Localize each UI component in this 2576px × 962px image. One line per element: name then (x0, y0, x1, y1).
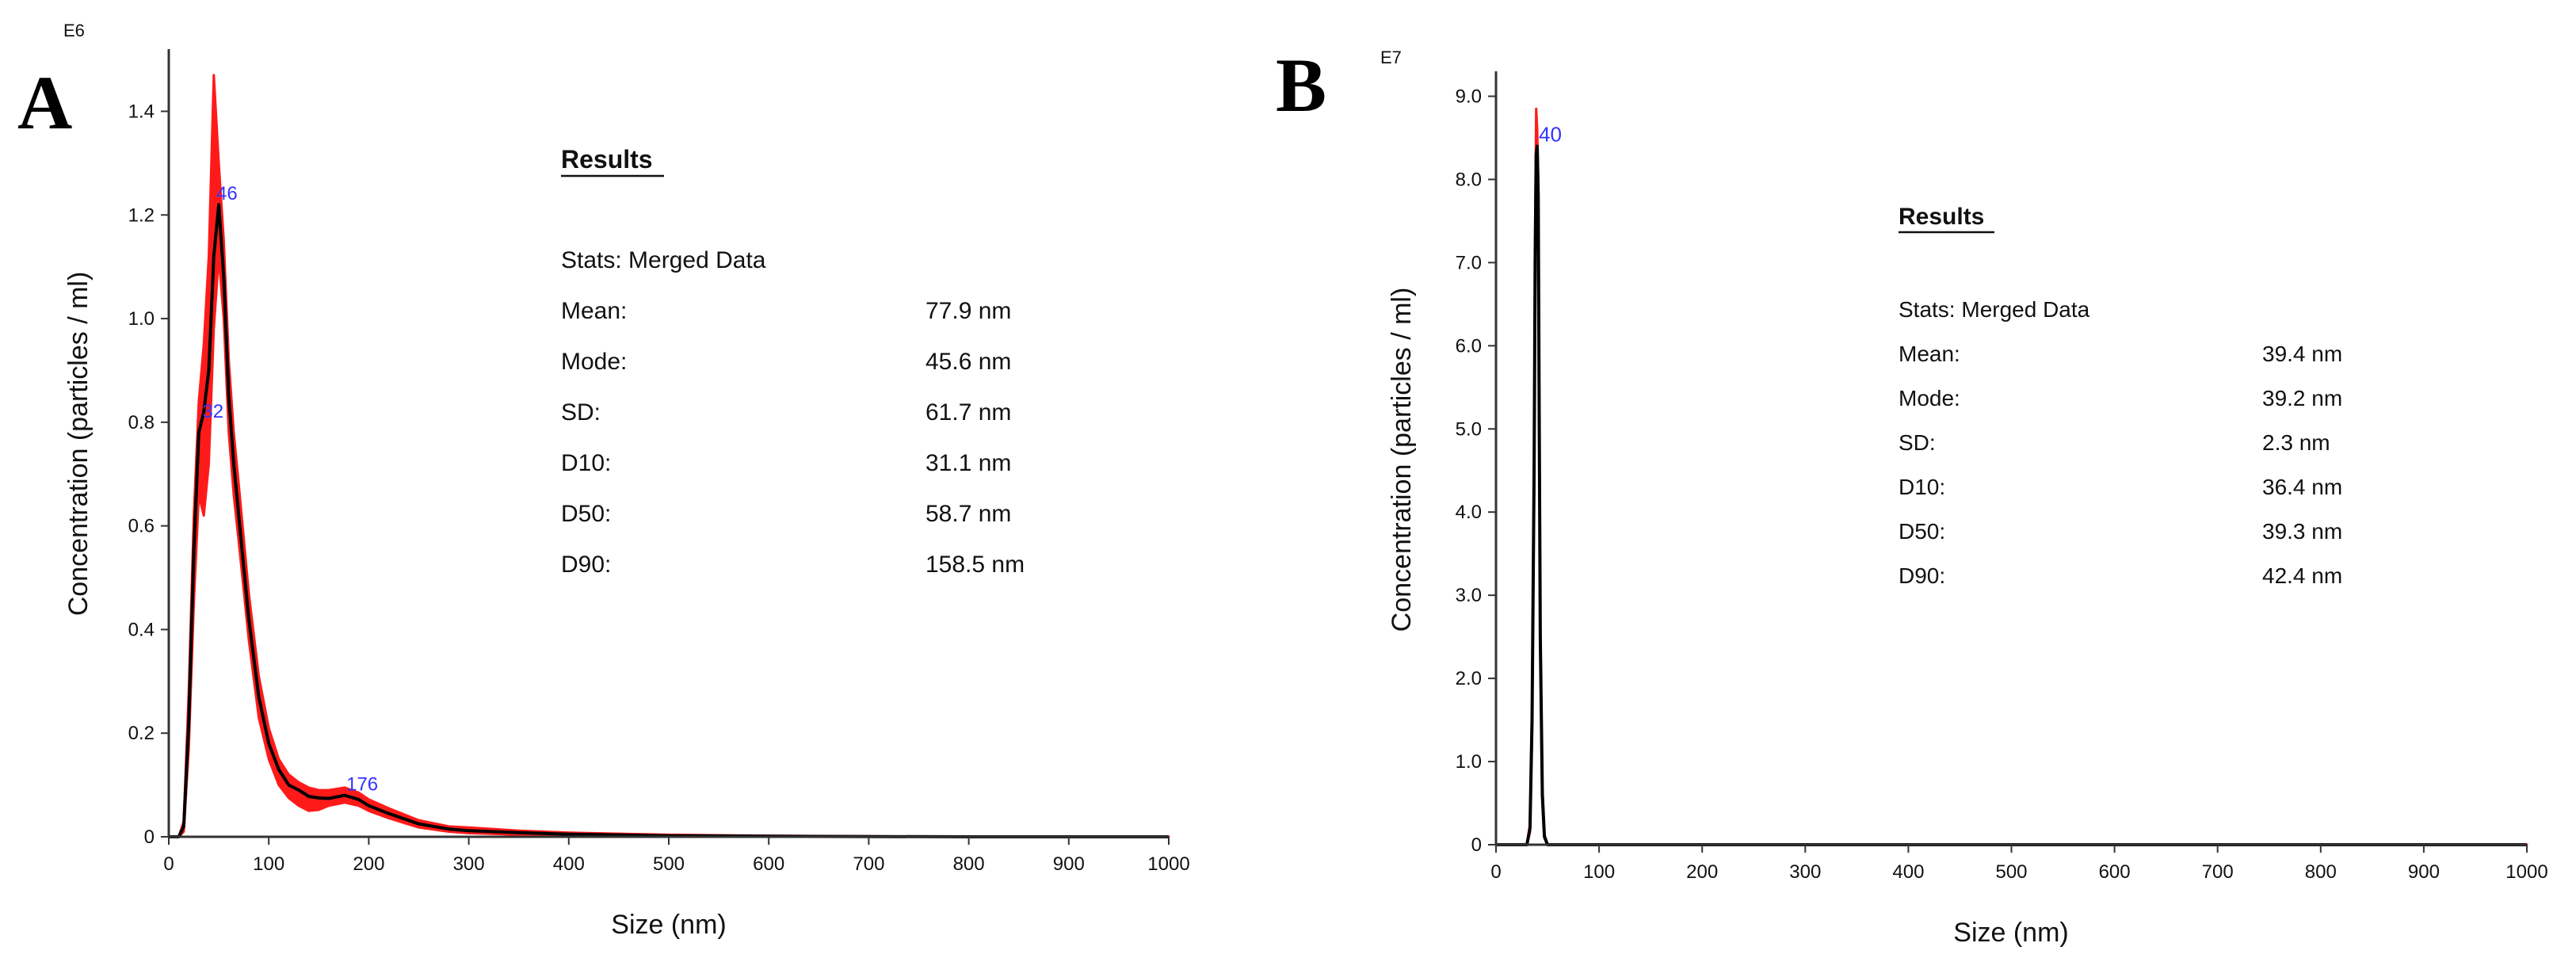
stat-label-a-d50: D50: (561, 501, 611, 527)
results-stats-a: Stats: Merged Data (561, 247, 766, 273)
error-band-b (1494, 107, 2528, 846)
chart-a-plot-area (167, 74, 1170, 838)
stat-value-a-mean: 77.9 nm (925, 298, 1011, 324)
stat-value-b-mode: 39.2 nm (2262, 386, 2342, 410)
x-ticks-b: 0 100 200 300 400 500 600 700 800 900 1000 (1490, 845, 2548, 883)
peak-label-a: 176 (346, 774, 378, 796)
y-tick-label-a: 0 (144, 826, 155, 848)
stat-label-b-sd: SD: (1899, 430, 1936, 455)
stat-value-b-d10: 36.4 nm (2262, 475, 2342, 499)
y-axis-label-a: Concentration (particles / ml) (63, 272, 93, 617)
stat-label-a-d10: D10: (561, 450, 611, 476)
peak-label-a: 46 (216, 183, 238, 204)
stat-value-a-d50: 58.7 nm (925, 501, 1011, 527)
x-tick-label-a: 300 (453, 853, 485, 875)
stat-value-b-sd: 2.3 nm (2262, 430, 2330, 455)
stat-value-b-d90: 42.4 nm (2262, 563, 2342, 588)
x-tick-label-b: 800 (2305, 861, 2337, 883)
stat-label-b-d10: D10: (1899, 475, 1945, 499)
x-tick-label-a: 100 (253, 853, 284, 875)
panel-letter-a: A (17, 60, 72, 145)
x-tick-label-a: 200 (353, 853, 384, 875)
y-tick-label-b: 7.0 (1456, 252, 1482, 273)
results-stats-b: Stats: Merged Data (1899, 297, 2090, 322)
x-tick-label-a: 500 (653, 853, 685, 875)
y-tick-label-b: 8.0 (1456, 169, 1482, 190)
mean-curve-a (169, 203, 1169, 838)
results-box-b: Results Stats: Merged Data Mean: 39.4 nm… (1899, 204, 2342, 588)
stat-value-a-mode: 45.6 nm (925, 349, 1011, 375)
y-tick-label-b: 9.0 (1456, 86, 1482, 107)
x-tick-label-b: 700 (2202, 861, 2234, 883)
panel-a: A E6 0 0.2 0.4 0.6 0.8 1.0 1.2 1.4 0 100 200 300 40… (17, 21, 1190, 940)
results-heading-b: Results (1899, 204, 1984, 230)
y-multiplier-a: E6 (63, 21, 85, 40)
chart-b: 0 1.0 2.0 3.0 4.0 5.0 6.0 7.0 8.0 9.0 0 100 200 300 4… (1387, 71, 2548, 948)
stat-label-a-mean: Mean: (561, 298, 627, 324)
y-ticks-b: 0 1.0 2.0 3.0 4.0 5.0 6.0 7.0 8.0 9.0 (1456, 86, 1496, 856)
y-axis-label-b: Concentration (particles / ml) (1387, 288, 1417, 632)
y-tick-label-b: 4.0 (1456, 502, 1482, 523)
y-tick-label-b: 3.0 (1456, 585, 1482, 606)
panel-b: B E7 0 1.0 2.0 3.0 4.0 5.0 6.0 7.0 8.0 9.0 0 100 20… (1276, 43, 2548, 948)
x-tick-label-b: 600 (2099, 861, 2131, 883)
x-axis-label-b: Size (nm) (1953, 918, 2068, 948)
panel-letter-b: B (1276, 43, 1326, 128)
peak-labels-a: 46 32 176 (202, 183, 378, 796)
y-tick-label-b: 6.0 (1456, 335, 1482, 357)
x-tick-label-a: 600 (753, 853, 784, 875)
chart-a: 0 0.2 0.4 0.6 0.8 1.0 1.2 1.4 0 100 200 300 400 500 6… (63, 49, 1190, 940)
stat-label-b-d90: D90: (1899, 563, 1945, 588)
stat-value-b-d50: 39.3 nm (2262, 519, 2342, 544)
mean-curve-b (1496, 144, 2527, 846)
stat-label-a-d90: D90: (561, 552, 611, 578)
x-tick-label-a: 800 (953, 853, 985, 875)
y-ticks-a: 0 0.2 0.4 0.6 0.8 1.0 1.2 1.4 (128, 101, 169, 848)
y-tick-label-b: 0 (1471, 834, 1482, 856)
x-tick-label-a: 1000 (1147, 853, 1189, 875)
y-tick-label-a: 0.6 (128, 516, 155, 537)
y-tick-label-a: 1.0 (128, 308, 155, 330)
y-multiplier-b: E7 (1380, 48, 1402, 67)
chart-b-plot-area (1494, 107, 2528, 846)
y-tick-label-a: 1.4 (128, 101, 155, 122)
y-tick-label-b: 1.0 (1456, 751, 1482, 773)
y-tick-label-b: 5.0 (1456, 418, 1482, 440)
x-tick-label-b: 500 (1995, 861, 2027, 883)
x-tick-label-a: 400 (553, 853, 585, 875)
x-axis-label-a: Size (nm) (611, 910, 726, 940)
results-heading-a: Results (561, 145, 653, 174)
y-tick-label-a: 0.4 (128, 619, 155, 640)
stat-label-b-mean: Mean: (1899, 342, 1960, 366)
peak-label-b: 40 (1539, 122, 1562, 146)
x-tick-label-b: 900 (2408, 861, 2440, 883)
results-box-a: Results Stats: Merged Data Mean: 77.9 nm… (561, 145, 1025, 578)
stat-value-a-d10: 31.1 nm (925, 450, 1011, 476)
x-tick-label-b: 1000 (2505, 861, 2547, 883)
stat-label-a-mode: Mode: (561, 349, 627, 375)
y-tick-label-a: 0.8 (128, 412, 155, 433)
x-tick-label-a: 0 (163, 853, 174, 875)
stat-label-a-sd: SD: (561, 399, 601, 426)
y-tick-label-a: 1.2 (128, 204, 155, 226)
x-tick-label-b: 200 (1686, 861, 1718, 883)
y-tick-label-b: 2.0 (1456, 668, 1482, 689)
stat-value-a-d90: 158.5 nm (925, 552, 1025, 578)
x-tick-label-b: 0 (1490, 861, 1501, 883)
stat-value-b-mean: 39.4 nm (2262, 342, 2342, 366)
x-tick-label-b: 400 (1892, 861, 1924, 883)
x-tick-label-a: 900 (1053, 853, 1085, 875)
peak-labels-b: 40 (1539, 122, 1562, 146)
stat-value-a-sd: 61.7 nm (925, 399, 1011, 426)
error-band-a (167, 74, 1170, 838)
x-ticks-a: 0 100 200 300 400 500 600 700 800 900 1000 (163, 837, 1190, 875)
stat-label-b-mode: Mode: (1899, 386, 1960, 410)
peak-label-a: 32 (202, 401, 223, 422)
x-tick-label-b: 300 (1789, 861, 1821, 883)
x-tick-label-a: 700 (853, 853, 884, 875)
x-tick-label-b: 100 (1583, 861, 1615, 883)
y-tick-label-a: 0.2 (128, 723, 155, 744)
stat-label-b-d50: D50: (1899, 519, 1945, 544)
